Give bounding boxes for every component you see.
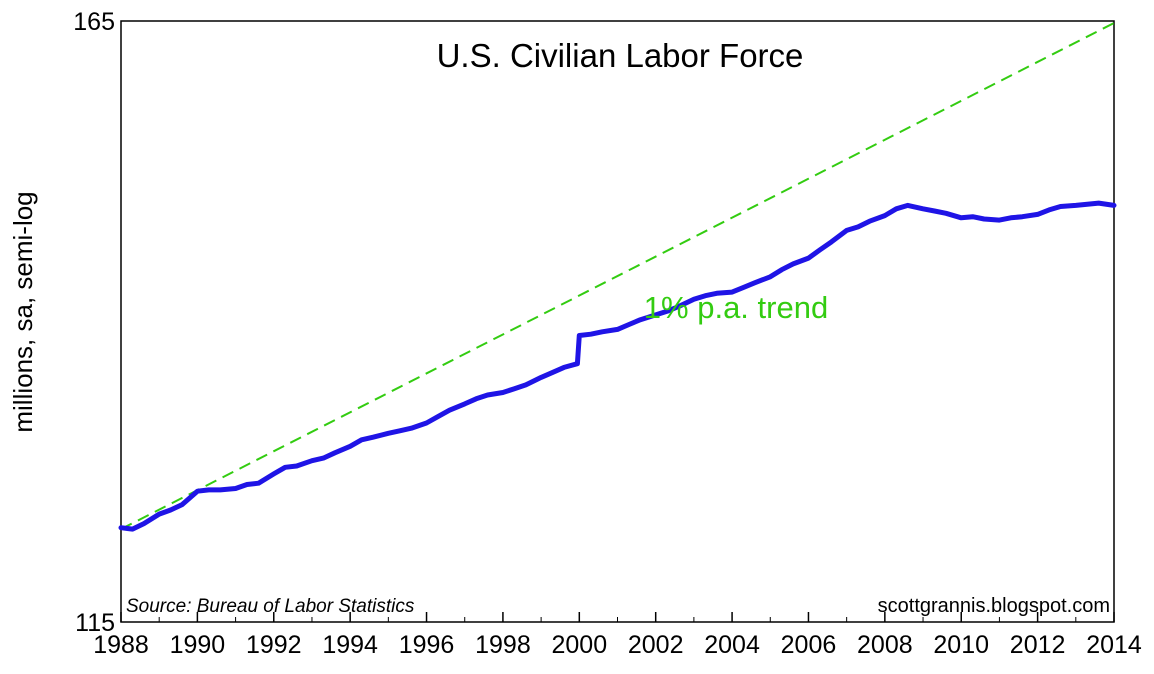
x-tick-label-2010: 2010 [933, 631, 989, 659]
x-tick-label-1998: 1998 [475, 631, 531, 659]
y-axis-tick-labels: 115 165 [73, 8, 115, 637]
plot-frame [120, 20, 1115, 623]
x-axis-ticks [120, 612, 1115, 622]
x-axis-tick-labels: 1988 1990 1992 1994 1996 1998 2000 2002 2004 2006… [93, 631, 1142, 659]
x-tick-label-1992: 1992 [246, 631, 302, 659]
trend-annotation: 1% p.a. trend [644, 290, 828, 325]
x-tick-label-1988: 1988 [93, 631, 149, 659]
x-tick-label-1990: 1990 [170, 631, 226, 659]
chart-title: U.S. Civilian Labor Force [437, 37, 804, 74]
x-tick-label-2006: 2006 [781, 631, 837, 659]
trend-series-line [120, 22, 1115, 530]
x-tick-label-1996: 1996 [399, 631, 455, 659]
x-tick-label-2014: 2014 [1086, 631, 1142, 659]
y-tick-label-165: 165 [73, 8, 115, 36]
x-tick-label-2002: 2002 [628, 631, 684, 659]
x-tick-label-1994: 1994 [322, 631, 378, 659]
credit-note: scottgrannis.blogspot.com [878, 595, 1110, 617]
source-note: Source: Bureau of Labor Statistics [126, 596, 415, 617]
x-tick-label-2008: 2008 [857, 631, 913, 659]
y-tick-label-115: 115 [75, 609, 115, 637]
labor-force-series-line [118, 200, 1117, 532]
x-tick-label-2000: 2000 [551, 631, 607, 659]
x-tick-label-2012: 2012 [1010, 631, 1066, 659]
y-axis-label: millions, sa, semi-log [8, 191, 38, 432]
x-tick-label-2004: 2004 [704, 631, 760, 659]
